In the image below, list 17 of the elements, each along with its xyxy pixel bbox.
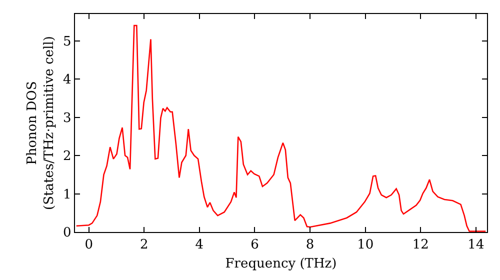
y-axis-title: Phonon DOS (States/THz·primitive cell) <box>25 36 57 210</box>
y-tick-label: 5 <box>63 34 72 50</box>
x-tick-label: 2 <box>140 238 148 253</box>
x-axis-title: Frequency (THz) <box>225 256 337 272</box>
x-tick-label: 4 <box>195 238 204 253</box>
y-tick-label: 3 <box>63 110 72 126</box>
line-series <box>76 24 486 232</box>
x-tick-label: 10 <box>357 238 374 253</box>
y-tick-label: 4 <box>63 72 72 88</box>
y-tick-label: 2 <box>63 149 72 164</box>
y-tick-label: 1 <box>63 187 72 202</box>
x-tick-label: 6 <box>250 238 259 253</box>
x-tick-label: 12 <box>412 238 429 253</box>
x-tick-label: 14 <box>468 238 484 253</box>
x-tick-label: 8 <box>306 238 314 253</box>
y-tick-label: 0 <box>63 226 72 241</box>
x-tick-label: 0 <box>84 238 93 253</box>
